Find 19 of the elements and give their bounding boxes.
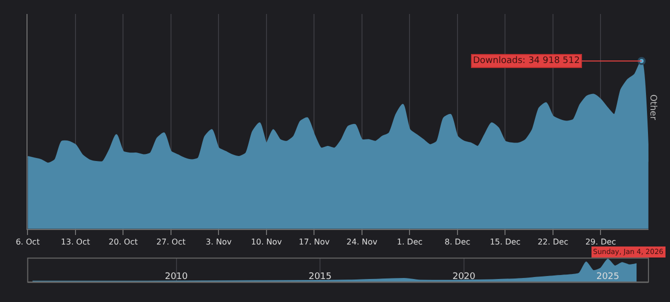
x-tick-label: 20. Oct xyxy=(108,237,138,246)
x-tick-label: 24. Nov xyxy=(346,237,378,246)
x-tick-label: 13. Oct xyxy=(60,237,90,246)
x-tick-label: 3. Nov xyxy=(206,237,232,246)
annotation: Downloads: 34 918 512 xyxy=(473,56,580,66)
x-tick-label: 10. Nov xyxy=(251,237,282,246)
x-tick-label: 1. Dec xyxy=(396,237,423,246)
x-tick-label: 17. Nov xyxy=(298,237,330,246)
x-tick-label: 22. Dec xyxy=(538,237,568,246)
x-tick-label: 2010 xyxy=(164,272,188,282)
x-tick-label: 8. Dec xyxy=(444,237,470,246)
x-tick-label: 27. Oct xyxy=(156,237,186,246)
x-tick-label: 2025 xyxy=(596,272,620,282)
x-tick-label: 6. Oct xyxy=(16,237,40,246)
x-tick-label: 29. Dec xyxy=(585,237,616,246)
annotation: Other xyxy=(647,94,658,120)
x-tick-label: 2020 xyxy=(452,272,476,282)
x-tick-label: 2015 xyxy=(308,272,332,282)
x-tick-label: 15. Dec xyxy=(490,237,521,246)
